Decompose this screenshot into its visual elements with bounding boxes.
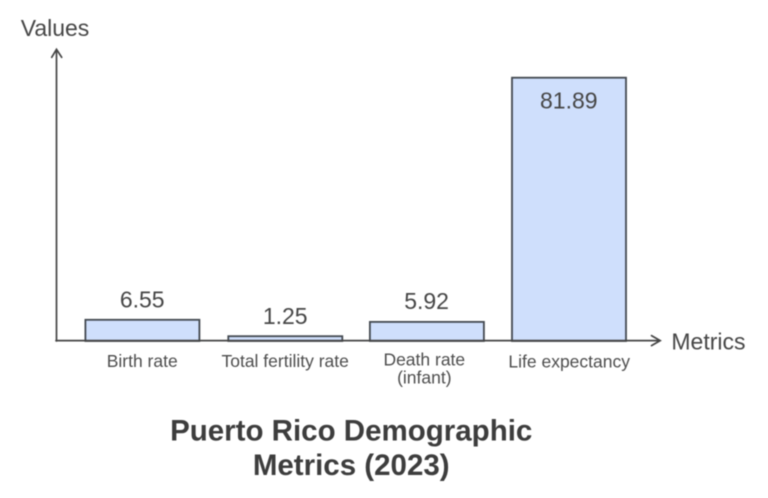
svg-text:5.92: 5.92 bbox=[404, 288, 449, 314]
svg-text:Birth rate: Birth rate bbox=[107, 351, 178, 371]
svg-text:Puerto Rico Demographic: Puerto Rico Demographic bbox=[170, 414, 532, 447]
svg-text:Death rate: Death rate bbox=[383, 349, 465, 369]
svg-text:81.89: 81.89 bbox=[540, 88, 598, 114]
svg-text:6.55: 6.55 bbox=[120, 286, 165, 312]
svg-text:Total fertility rate: Total fertility rate bbox=[221, 351, 348, 371]
svg-text:Metrics (2023): Metrics (2023) bbox=[253, 449, 450, 482]
svg-text:(infant): (infant) bbox=[397, 368, 451, 388]
svg-text:Metrics: Metrics bbox=[671, 328, 745, 354]
svg-text:Values: Values bbox=[21, 15, 90, 41]
svg-text:1.25: 1.25 bbox=[263, 303, 308, 329]
svg-text:Life expectancy: Life expectancy bbox=[508, 351, 630, 371]
